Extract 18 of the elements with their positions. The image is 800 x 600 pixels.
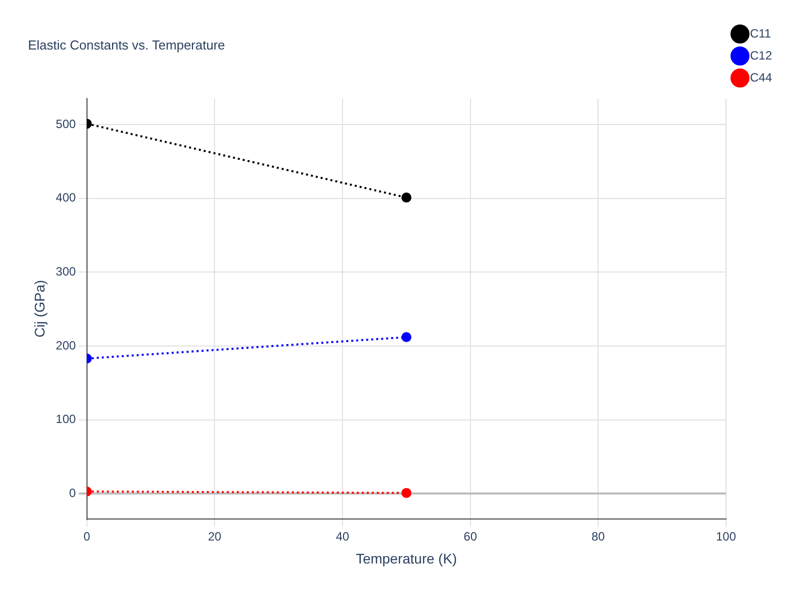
x-tick-label: 0: [83, 529, 90, 544]
x-tick-label: 20: [208, 529, 222, 544]
y-tick-label: 300: [56, 264, 76, 278]
x-tick-label: 80: [591, 529, 606, 544]
y-tick-label: 0: [69, 486, 76, 500]
y-axis-title: Cij (GPa): [31, 280, 48, 338]
legend-label: C12: [750, 48, 772, 62]
legend-label: C11: [750, 26, 772, 40]
x-tick-label: 60: [464, 529, 478, 544]
y-tick-label: 200: [56, 338, 76, 352]
x-tick-label: 100: [716, 529, 736, 544]
legend-label: C44: [750, 70, 772, 84]
x-axis-title: Temperature (K): [356, 550, 457, 566]
y-tick-label: 400: [56, 190, 76, 205]
x-tick-label: 40: [336, 529, 350, 544]
y-tick-label: 100: [56, 412, 76, 426]
chart-title: Elastic Constants vs. Temperature: [28, 37, 226, 52]
y-tick-label: 500: [56, 116, 76, 131]
